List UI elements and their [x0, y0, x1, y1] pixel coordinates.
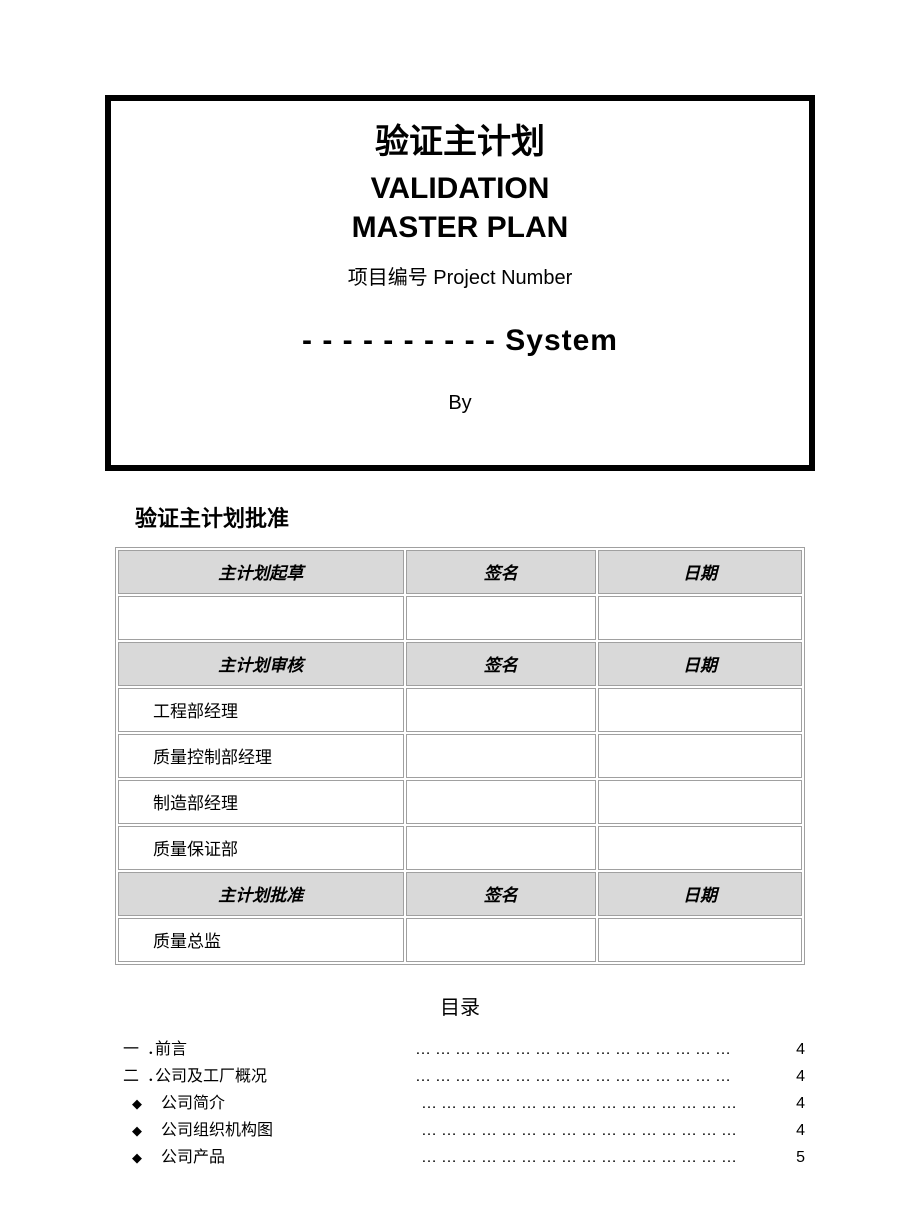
- diamond-icon: ◆: [121, 1093, 153, 1115]
- approval-header-cell: 主计划起草: [118, 550, 404, 594]
- title-box: 验证主计划 VALIDATION MASTER PLAN 项目编号 Projec…: [105, 95, 815, 471]
- toc-label: 公司简介: [161, 1090, 421, 1117]
- toc-ordinal: 一: [115, 1036, 147, 1063]
- toc-row: ◆ 公司组织机构图………………………………………………………………………………………: [115, 1117, 805, 1144]
- table-row: [118, 596, 802, 640]
- approval-cell: 工程部经理: [118, 688, 404, 732]
- system-line: - - - - - - - - - - System: [131, 324, 789, 358]
- approval-cell: [406, 734, 596, 778]
- approval-cell: [598, 688, 802, 732]
- approval-header-cell: 主计划审核: [118, 642, 404, 686]
- toc-label: 公司组织机构图: [161, 1117, 421, 1144]
- approval-cell: 质量保证部: [118, 826, 404, 870]
- table-row: 质量保证部: [118, 826, 802, 870]
- toc-row: 一．前言…………………………………………………………………………………………………: [115, 1036, 805, 1063]
- toc-label: 公司及工厂概况: [155, 1063, 415, 1090]
- approval-cell: 质量总监: [118, 918, 404, 962]
- toc-leader: …………………………………………………………………………………………………………: [421, 1090, 735, 1117]
- title-english-line2: MASTER PLAN: [131, 208, 789, 247]
- toc-ordinal: 二: [115, 1063, 147, 1090]
- toc-page-number: 4: [735, 1036, 805, 1063]
- approval-cell: [598, 780, 802, 824]
- approval-header-cell: 日期: [598, 642, 802, 686]
- by-label: By: [131, 392, 789, 415]
- approval-table-body: 主计划起草签名日期主计划审核签名日期工程部经理质量控制部经理制造部经理质量保证部…: [118, 550, 802, 962]
- approval-header-cell: 签名: [406, 642, 596, 686]
- approval-heading: 验证主计划批准: [135, 501, 870, 533]
- toc-separator: ．: [147, 1036, 155, 1063]
- diamond-icon: ◆: [121, 1120, 153, 1142]
- toc-list: 一．前言…………………………………………………………………………………………………: [115, 1036, 805, 1172]
- table-row: 工程部经理: [118, 688, 802, 732]
- approval-cell: [598, 734, 802, 778]
- toc-row: ◆ 公司产品………………………………………………………………………………………………: [115, 1144, 805, 1171]
- approval-cell: 制造部经理: [118, 780, 404, 824]
- table-row: 质量总监: [118, 918, 802, 962]
- toc-row: ◆ 公司简介………………………………………………………………………………………………: [115, 1090, 805, 1117]
- toc-leader: …………………………………………………………………………………………………………: [421, 1117, 735, 1144]
- toc-page-number: 4: [735, 1117, 805, 1144]
- approval-header-cell: 签名: [406, 550, 596, 594]
- approval-cell: [118, 596, 404, 640]
- approval-header-cell: 签名: [406, 872, 596, 916]
- approval-cell: [406, 826, 596, 870]
- toc-leader: …………………………………………………………………………………………………………: [421, 1144, 735, 1171]
- toc-page-number: 4: [735, 1090, 805, 1117]
- title-chinese: 验证主计划: [131, 119, 789, 167]
- approval-cell: [406, 596, 596, 640]
- toc-heading: 目录: [50, 991, 870, 1020]
- approval-header-cell: 主计划批准: [118, 872, 404, 916]
- toc-label: 公司产品: [161, 1144, 421, 1171]
- approval-cell: [406, 918, 596, 962]
- approval-header-cell: 日期: [598, 550, 802, 594]
- toc-separator: ．: [147, 1063, 155, 1090]
- approval-cell: [598, 918, 802, 962]
- toc-page-number: 4: [735, 1063, 805, 1090]
- approval-header-cell: 日期: [598, 872, 802, 916]
- approval-table: 主计划起草签名日期主计划审核签名日期工程部经理质量控制部经理制造部经理质量保证部…: [115, 547, 805, 965]
- toc-leader: …………………………………………………………………………………………………………: [415, 1036, 735, 1063]
- table-row: 质量控制部经理: [118, 734, 802, 778]
- approval-cell: [598, 826, 802, 870]
- toc-row: 二．公司及工厂概况……………………………………………………………………………………: [115, 1063, 805, 1090]
- table-row: 制造部经理: [118, 780, 802, 824]
- diamond-icon: ◆: [121, 1147, 153, 1169]
- toc-leader: …………………………………………………………………………………………………………: [415, 1063, 735, 1090]
- toc-label: 前言: [155, 1036, 415, 1063]
- approval-cell: 质量控制部经理: [118, 734, 404, 778]
- approval-cell: [406, 688, 596, 732]
- approval-cell: [406, 780, 596, 824]
- project-number-label: 项目编号 Project Number: [131, 261, 789, 290]
- approval-cell: [598, 596, 802, 640]
- toc-page-number: 5: [735, 1144, 805, 1171]
- title-english-line1: VALIDATION: [131, 169, 789, 208]
